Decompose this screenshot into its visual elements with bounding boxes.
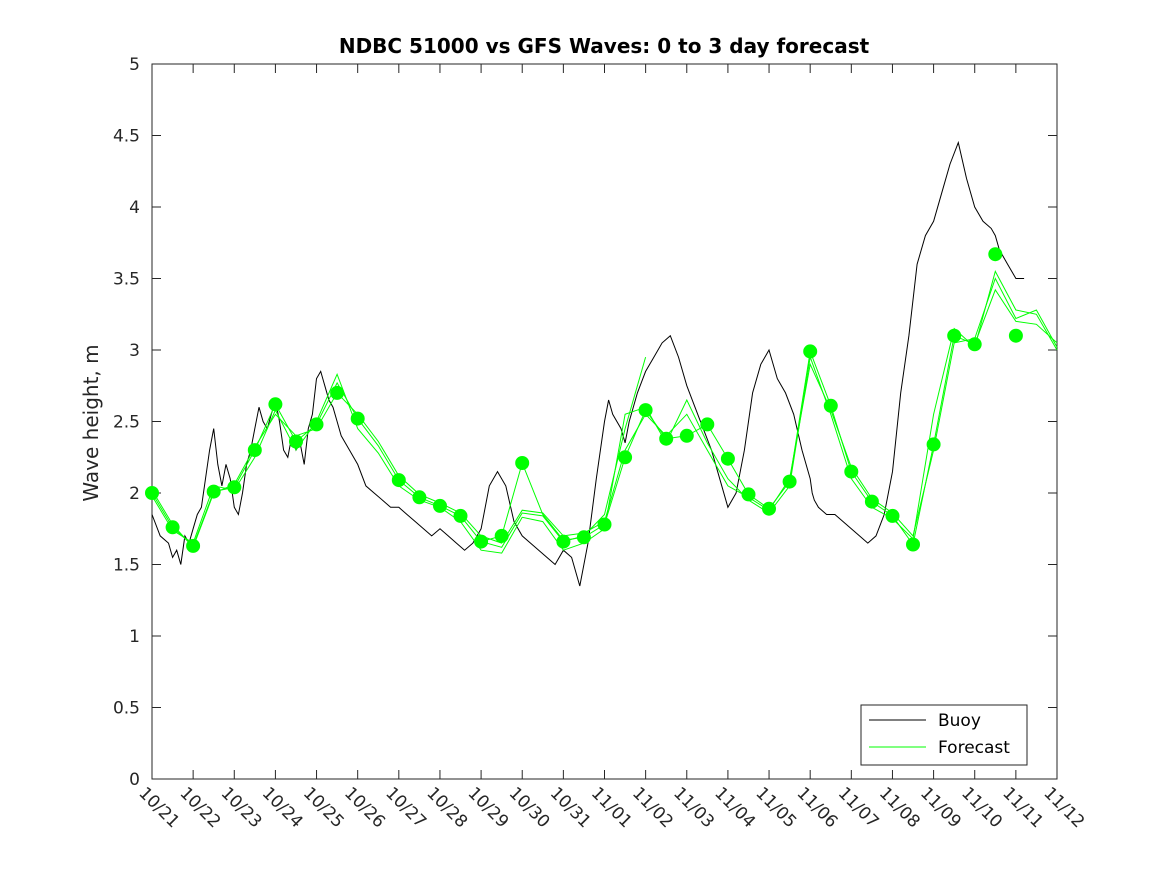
forecast-point [556, 534, 571, 549]
forecast-point [330, 385, 345, 400]
y-tick-label: 3 [129, 341, 140, 361]
forecast-point [782, 474, 797, 489]
forecast-point [289, 434, 303, 449]
x-tick-label: 10/29 [464, 783, 513, 832]
forecast-point [803, 344, 818, 359]
forecast-point [576, 530, 591, 545]
legend-forecast-label: Forecast [938, 738, 1010, 758]
chart-title: NDBC 51000 vs GFS Waves: 0 to 3 day fore… [339, 34, 870, 58]
y-tick-label: 4.5 [113, 127, 140, 147]
y-tick-label: 3.5 [113, 270, 140, 290]
forecast-point [864, 494, 879, 509]
forecast-point [700, 417, 715, 432]
forecast-point [762, 501, 776, 516]
y-tick-label: 1 [129, 627, 140, 647]
forecast-point [206, 484, 221, 499]
x-tick-label: 11/03 [669, 783, 718, 832]
y-tick-label: 4 [129, 198, 140, 218]
forecast-point [309, 417, 324, 432]
forecast-point [823, 398, 838, 413]
forecast-point [906, 537, 920, 552]
x-tick-label: 11/12 [1039, 783, 1088, 832]
forecast-point [453, 508, 468, 523]
x-tick-label: 11/09 [916, 783, 965, 832]
forecast-point [165, 520, 180, 535]
x-tick-label: 10/26 [340, 783, 389, 832]
forecast-point [494, 528, 509, 543]
forecast-point [659, 431, 674, 446]
forecast-point [926, 437, 941, 452]
x-tick-label: 10/21 [134, 783, 183, 832]
x-tick-label: 11/08 [875, 783, 924, 832]
forecast-point [885, 508, 900, 523]
y-tick-label: 0.5 [113, 699, 140, 719]
forecast-point [433, 498, 447, 513]
forecast-point [741, 487, 756, 502]
forecast-point [268, 397, 283, 412]
x-tick-label: 10/28 [422, 783, 471, 832]
forecast-point [947, 328, 962, 343]
forecast-point [474, 534, 489, 549]
forecast-point [1008, 328, 1023, 343]
x-tick-label: 10/23 [217, 783, 266, 832]
forecast-point [391, 473, 406, 488]
x-tick-label: 11/10 [957, 783, 1006, 832]
forecast-point [186, 538, 201, 553]
x-tick-label: 11/02 [628, 783, 677, 832]
x-tick-label: 10/27 [381, 783, 430, 832]
legend: Buoy Forecast [860, 704, 1028, 766]
forecast-point [247, 443, 262, 458]
x-tick-label: 11/04 [710, 783, 759, 832]
x-tick-label: 11/07 [834, 783, 883, 832]
x-tick-label: 10/30 [505, 783, 554, 832]
buoy-line [151, 140, 1025, 587]
legend-buoy-label: Buoy [938, 711, 981, 731]
y-tick-label: 1.5 [113, 556, 140, 576]
forecast-point [967, 337, 982, 352]
y-tick-label: 2 [129, 484, 140, 504]
forecast-point [618, 450, 633, 465]
x-tick-label: 10/22 [176, 783, 225, 832]
x-tick-label: 10/24 [258, 783, 307, 832]
x-tick-label: 10/31 [546, 783, 595, 832]
forecast-point [988, 247, 1003, 262]
y-axis-label: Wave height, m [79, 344, 103, 501]
x-tick-label: 10/25 [299, 783, 348, 832]
y-tick-label: 2.5 [113, 413, 140, 433]
forecast-point [350, 411, 365, 426]
forecast-point [227, 480, 242, 495]
forecast-point [412, 490, 427, 505]
forecast-point [844, 464, 859, 479]
x-tick-label: 11/05 [752, 783, 801, 832]
y-tick-label: 5 [129, 55, 140, 75]
forecast-point [720, 451, 735, 466]
forecast-point [597, 517, 612, 532]
x-tick-label: 11/01 [587, 783, 636, 832]
forecast-point [145, 486, 159, 500]
y-tick-label: 0 [129, 770, 140, 790]
x-tick-label: 11/06 [793, 783, 842, 832]
forecast-point [638, 403, 653, 418]
forecast-point [515, 456, 530, 470]
legend-box [860, 704, 1028, 766]
forecast-point [679, 428, 694, 443]
x-tick-label: 11/11 [998, 783, 1047, 832]
